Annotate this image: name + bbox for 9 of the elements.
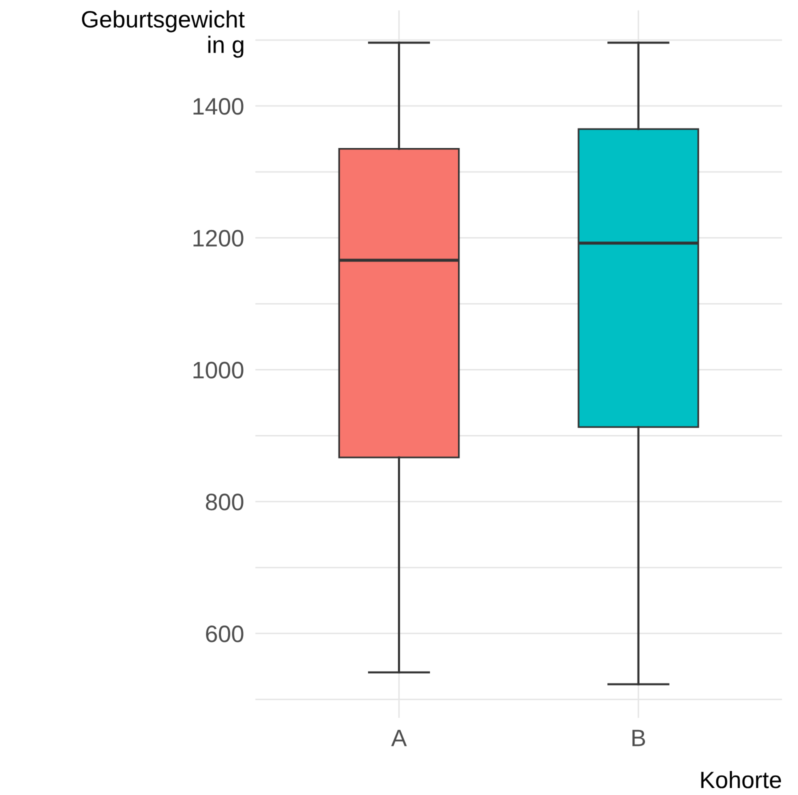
- y-tick-label: 600: [206, 626, 244, 642]
- y-tick-label: 1200: [194, 230, 244, 247]
- y-axis-title: Geburtsgewicht in g: [82, 10, 245, 58]
- x-tick-label: B: [632, 730, 646, 746]
- y-tick-label: 1000: [194, 362, 244, 379]
- y-tick-label: 800: [206, 494, 244, 510]
- y-tick-label: 1400: [194, 98, 244, 115]
- x-axis-title: Kohorte: [701, 770, 781, 788]
- x-tick-label: A: [391, 730, 407, 746]
